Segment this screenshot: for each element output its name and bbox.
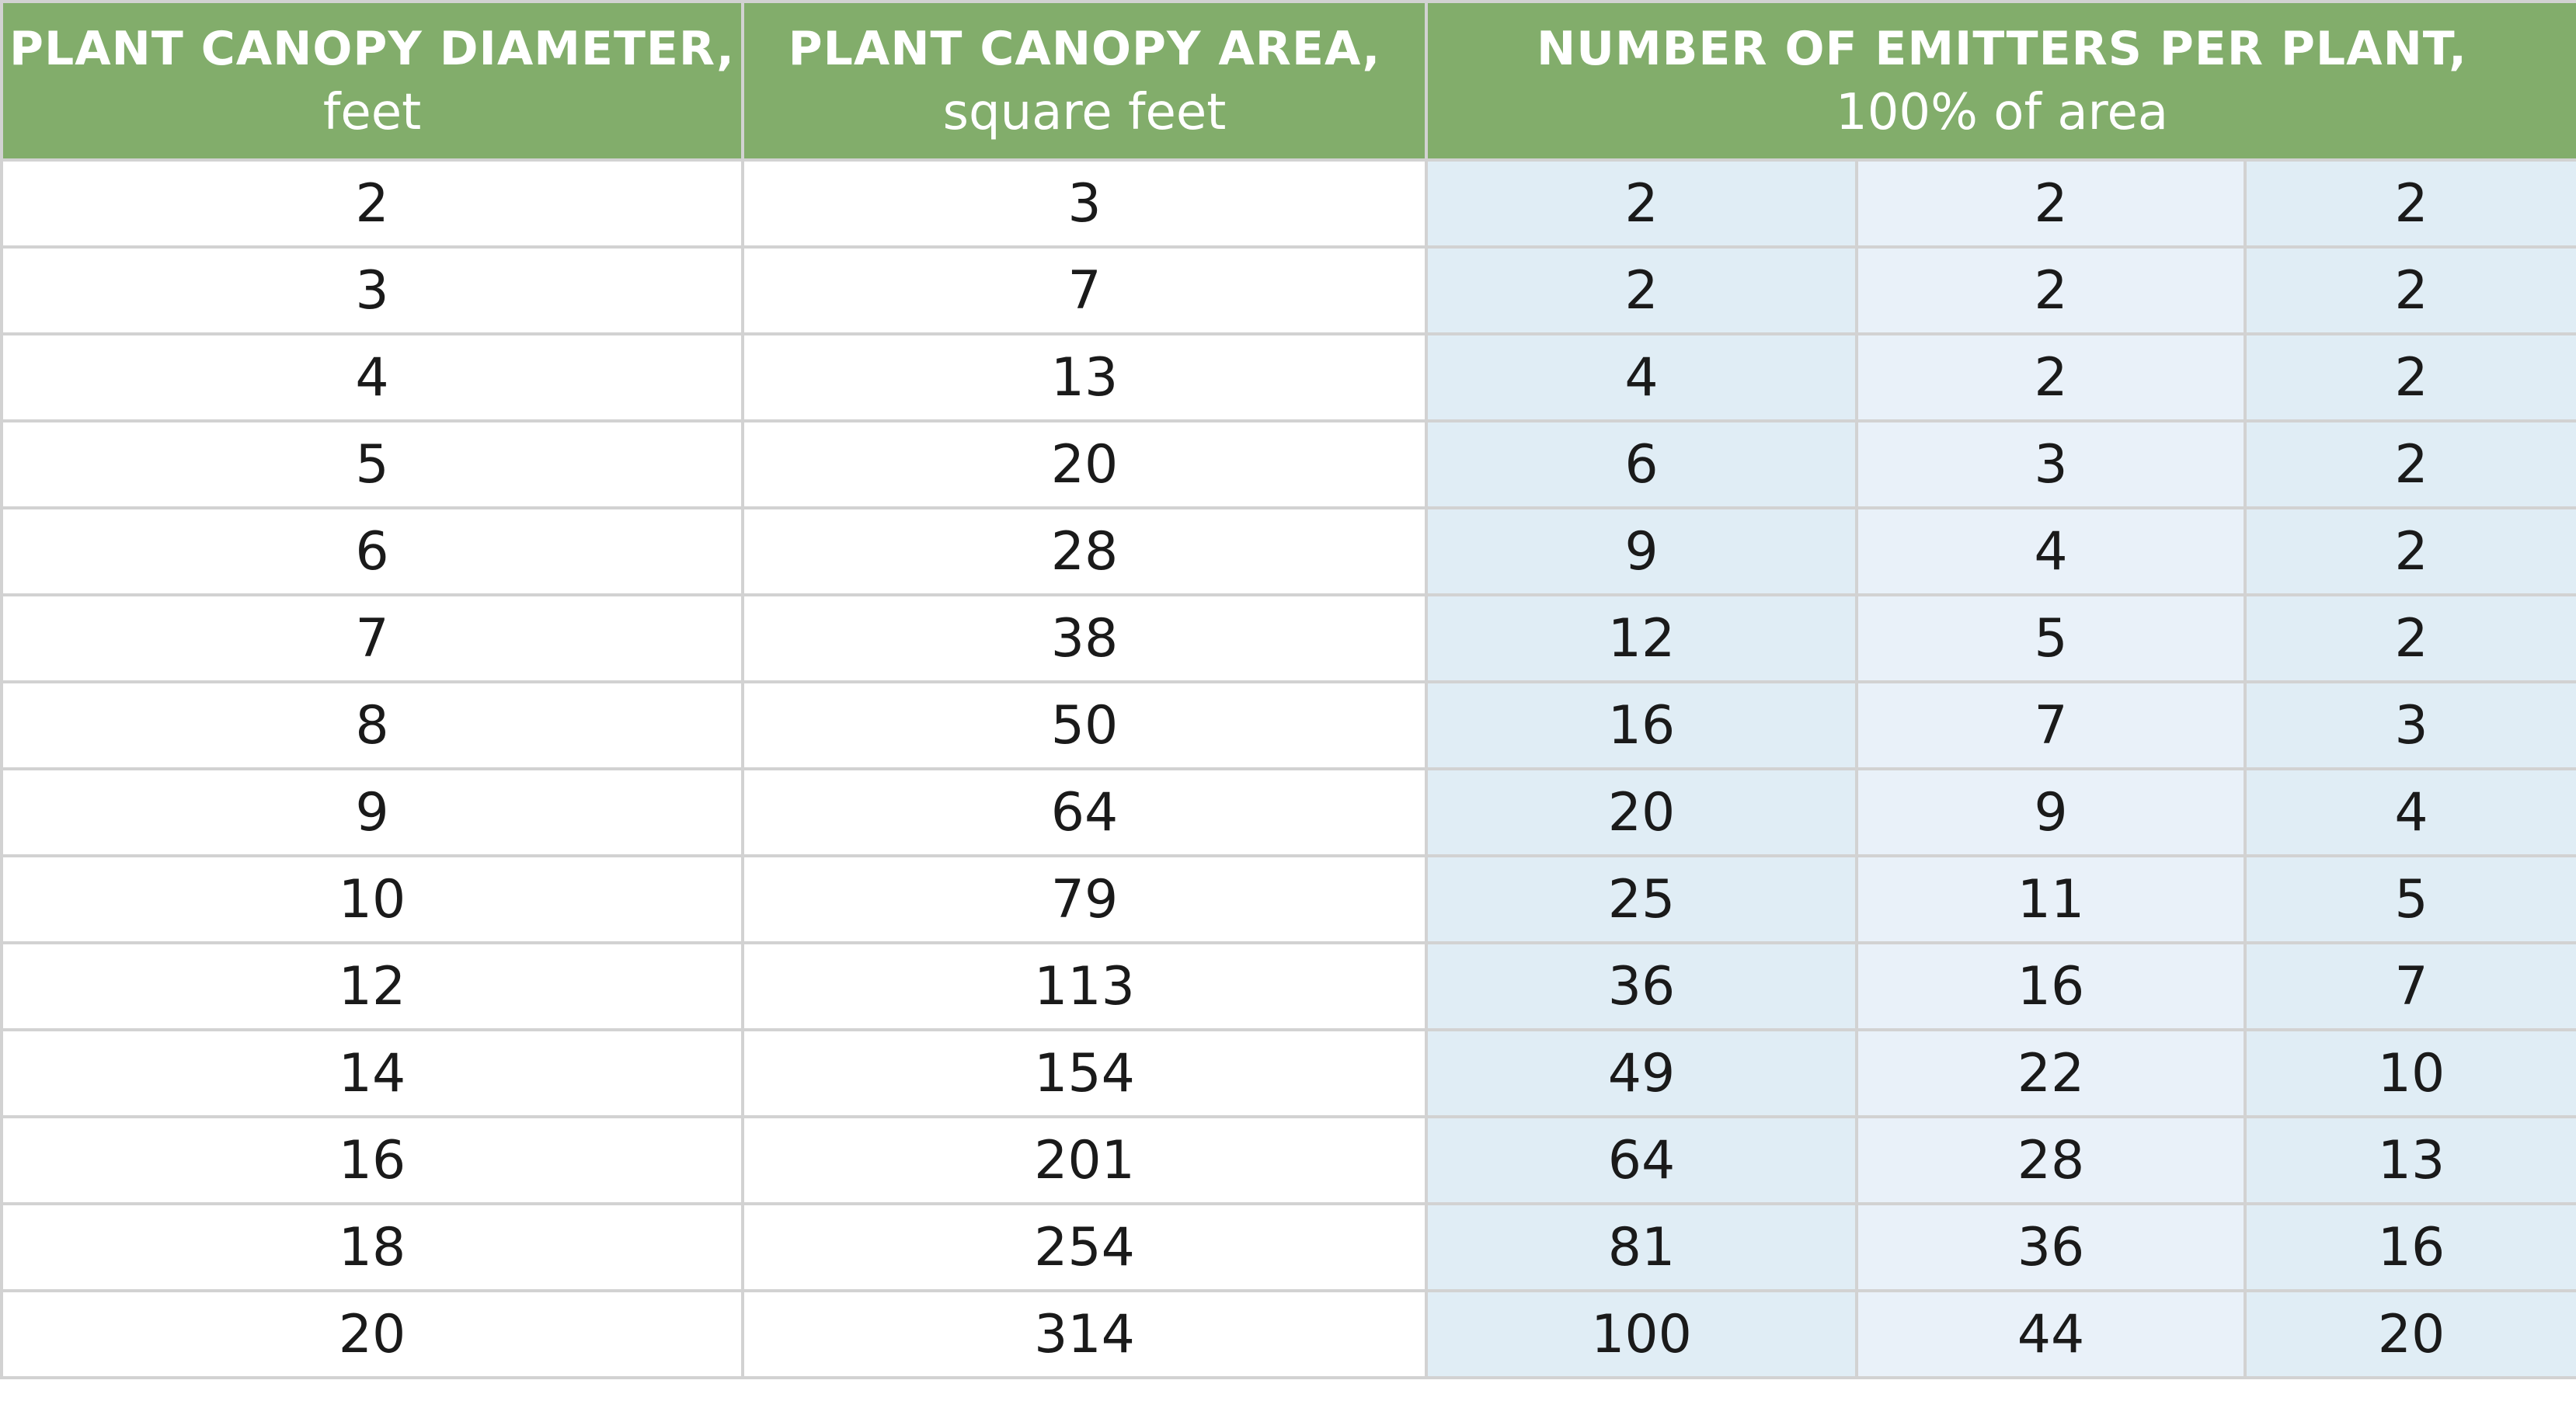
cell-canopy-area: 38 xyxy=(741,593,1428,683)
table-row: 4 13 4 2 2 xyxy=(0,332,2576,422)
cell-canopy-diameter: 12 xyxy=(0,941,744,1031)
cell-canopy-area: 254 xyxy=(741,1202,1428,1292)
cell-canopy-diameter: 4 xyxy=(0,332,744,422)
cell-emitters-col-3: 5 xyxy=(2243,854,2576,944)
cell-emitters-col-3: 7 xyxy=(2243,941,2576,1031)
cell-emitters-col-3: 2 xyxy=(2243,419,2576,509)
cell-canopy-diameter: 14 xyxy=(0,1028,744,1118)
cell-canopy-diameter: 6 xyxy=(0,506,744,596)
cell-canopy-diameter: 18 xyxy=(0,1202,744,1292)
header-emitters-per-plant-title: NUMBER OF EMITTERS PER PLANT, xyxy=(1537,22,2467,76)
cell-canopy-area: 50 xyxy=(741,680,1428,770)
cell-emitters-col-2: 9 xyxy=(1855,767,2247,857)
cell-emitters-col-1: 16 xyxy=(1425,680,1858,770)
cell-canopy-area: 314 xyxy=(741,1289,1428,1379)
cell-emitters-col-1: 20 xyxy=(1425,767,1858,857)
header-row: PLANT CANOPY DIAMETER, feet PLANT CANOPY… xyxy=(0,0,2576,162)
cell-emitters-col-3: 16 xyxy=(2243,1202,2576,1292)
cell-canopy-area: 13 xyxy=(741,332,1428,422)
cell-emitters-col-2: 2 xyxy=(1855,245,2247,335)
table-row: 10 79 25 11 5 xyxy=(0,854,2576,944)
cell-emitters-col-1: 64 xyxy=(1425,1115,1858,1205)
cell-canopy-area: 113 xyxy=(741,941,1428,1031)
cell-emitters-col-1: 2 xyxy=(1425,158,1858,249)
cell-emitters-col-2: 4 xyxy=(1855,506,2247,596)
cell-emitters-col-3: 2 xyxy=(2243,158,2576,249)
cell-canopy-area: 79 xyxy=(741,854,1428,944)
cell-canopy-area: 201 xyxy=(741,1115,1428,1205)
cell-emitters-col-2: 16 xyxy=(1855,941,2247,1031)
cell-emitters-col-3: 4 xyxy=(2243,767,2576,857)
cell-canopy-diameter: 20 xyxy=(0,1289,744,1379)
table-header: PLANT CANOPY DIAMETER, feet PLANT CANOPY… xyxy=(0,0,2576,162)
cell-emitters-col-2: 28 xyxy=(1855,1115,2247,1205)
header-canopy-diameter-unit: feet xyxy=(322,84,422,141)
cell-emitters-col-1: 2 xyxy=(1425,245,1858,335)
cell-emitters-col-1: 25 xyxy=(1425,854,1858,944)
table-row: 9 64 20 9 4 xyxy=(0,767,2576,857)
cell-canopy-diameter: 10 xyxy=(0,854,744,944)
header-emitters-per-plant-unit: 100% of area xyxy=(1835,84,2169,141)
cell-emitters-col-1: 81 xyxy=(1425,1202,1858,1292)
cell-emitters-col-1: 12 xyxy=(1425,593,1858,683)
cell-canopy-diameter: 7 xyxy=(0,593,744,683)
cell-emitters-col-3: 3 xyxy=(2243,680,2576,770)
cell-emitters-col-1: 9 xyxy=(1425,506,1858,596)
table-row: 14 154 49 22 10 xyxy=(0,1028,2576,1118)
cell-canopy-area: 20 xyxy=(741,419,1428,509)
cell-canopy-diameter: 2 xyxy=(0,158,744,249)
cell-emitters-col-3: 20 xyxy=(2243,1289,2576,1379)
table-row: 6 28 9 4 2 xyxy=(0,506,2576,596)
cell-emitters-col-2: 2 xyxy=(1855,332,2247,422)
cell-emitters-col-2: 11 xyxy=(1855,854,2247,944)
cell-emitters-col-2: 44 xyxy=(1855,1289,2247,1379)
table-body: 2 3 2 2 2 3 7 2 2 2 4 13 4 2 2 5 20 6 3 2 6 28 9 4 2 7 38 12 5 2 8 50 16… xyxy=(0,158,2576,1379)
cell-emitters-col-3: 2 xyxy=(2243,593,2576,683)
cell-emitters-col-3: 13 xyxy=(2243,1115,2576,1205)
header-emitters-per-plant: NUMBER OF EMITTERS PER PLANT, 100% of ar… xyxy=(1424,0,2576,162)
header-canopy-area-unit: square feet xyxy=(942,84,1227,141)
cell-emitters-col-3: 2 xyxy=(2243,332,2576,422)
cell-canopy-diameter: 9 xyxy=(0,767,744,857)
cell-emitters-col-2: 22 xyxy=(1855,1028,2247,1118)
cell-emitters-col-1: 6 xyxy=(1425,419,1858,509)
table-row: 16 201 64 28 13 xyxy=(0,1115,2576,1205)
table-row: 20 314 100 44 20 xyxy=(0,1289,2576,1379)
cell-emitters-col-1: 49 xyxy=(1425,1028,1858,1118)
header-canopy-area: PLANT CANOPY AREA, square feet xyxy=(741,0,1428,162)
cell-canopy-area: 7 xyxy=(741,245,1428,335)
table-row: 7 38 12 5 2 xyxy=(0,593,2576,683)
table-row: 5 20 6 3 2 xyxy=(0,419,2576,509)
cell-emitters-col-3: 2 xyxy=(2243,506,2576,596)
header-canopy-diameter-title: PLANT CANOPY DIAMETER, xyxy=(9,22,735,76)
cell-emitters-col-2: 2 xyxy=(1855,158,2247,249)
cell-canopy-diameter: 5 xyxy=(0,419,744,509)
table-row: 8 50 16 7 3 xyxy=(0,680,2576,770)
emitter-table: PLANT CANOPY DIAMETER, feet PLANT CANOPY… xyxy=(0,0,2576,1379)
cell-canopy-area: 3 xyxy=(741,158,1428,249)
cell-emitters-col-1: 100 xyxy=(1425,1289,1858,1379)
cell-canopy-diameter: 3 xyxy=(0,245,744,335)
cell-canopy-area: 154 xyxy=(741,1028,1428,1118)
table-row: 12 113 36 16 7 xyxy=(0,941,2576,1031)
cell-canopy-diameter: 8 xyxy=(0,680,744,770)
cell-canopy-area: 28 xyxy=(741,506,1428,596)
cell-canopy-diameter: 16 xyxy=(0,1115,744,1205)
cell-emitters-col-2: 3 xyxy=(1855,419,2247,509)
cell-emitters-col-1: 36 xyxy=(1425,941,1858,1031)
header-canopy-diameter: PLANT CANOPY DIAMETER, feet xyxy=(0,0,744,162)
cell-emitters-col-1: 4 xyxy=(1425,332,1858,422)
cell-emitters-col-3: 10 xyxy=(2243,1028,2576,1118)
table-row: 18 254 81 36 16 xyxy=(0,1202,2576,1292)
cell-emitters-col-2: 5 xyxy=(1855,593,2247,683)
cell-canopy-area: 64 xyxy=(741,767,1428,857)
cell-emitters-col-3: 2 xyxy=(2243,245,2576,335)
header-canopy-area-title: PLANT CANOPY AREA, xyxy=(788,22,1381,76)
cell-emitters-col-2: 7 xyxy=(1855,680,2247,770)
cell-emitters-col-2: 36 xyxy=(1855,1202,2247,1292)
